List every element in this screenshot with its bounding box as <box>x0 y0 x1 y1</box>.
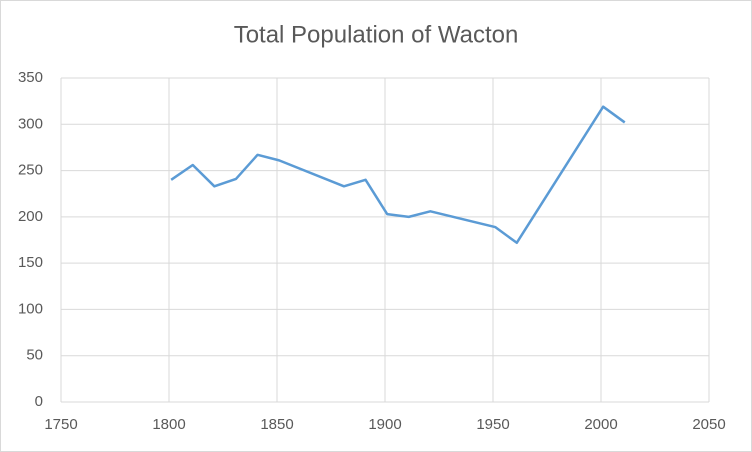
y-tick-label: 100 <box>18 300 43 317</box>
x-tick-label: 2050 <box>692 416 725 433</box>
y-tick-label: 300 <box>18 115 43 132</box>
x-tick-label: 1900 <box>368 416 401 433</box>
chart-title: Total Population of Wacton <box>234 21 519 48</box>
y-tick-label: 150 <box>18 254 43 271</box>
y-tick-label: 250 <box>18 162 43 179</box>
x-tick-label: 1750 <box>44 416 77 433</box>
y-tick-label: 200 <box>18 208 43 225</box>
data-line <box>170 105 626 245</box>
x-tick-label: 2000 <box>584 416 617 433</box>
y-tick-label: 50 <box>26 347 43 364</box>
y-tick-label: 350 <box>18 69 43 86</box>
x-tick-label: 1850 <box>260 416 293 433</box>
x-tick-label: 1950 <box>476 416 509 433</box>
y-tick-label: 0 <box>35 393 43 410</box>
x-tick-label: 1800 <box>152 416 185 433</box>
